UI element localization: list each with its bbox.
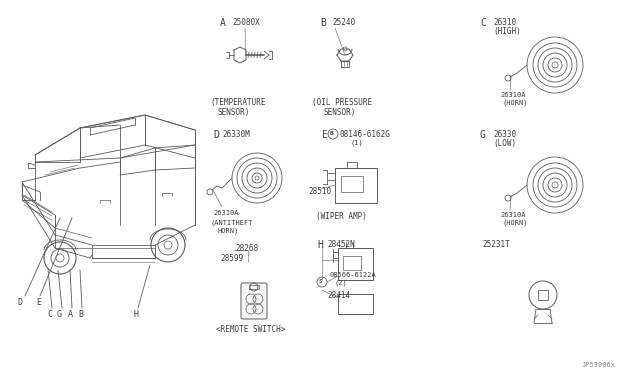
Text: (2): (2) bbox=[335, 280, 348, 286]
Bar bbox=[341, 176, 363, 192]
Text: (HORN): (HORN) bbox=[503, 220, 529, 227]
Text: (TEMPERATURE: (TEMPERATURE bbox=[210, 98, 266, 107]
Text: 26310A: 26310A bbox=[500, 92, 525, 98]
Text: (1): (1) bbox=[350, 140, 363, 147]
Text: 28268: 28268 bbox=[235, 244, 258, 253]
Text: 25240: 25240 bbox=[332, 18, 355, 27]
Text: G: G bbox=[57, 310, 62, 319]
Text: 25080X: 25080X bbox=[232, 18, 260, 27]
Text: (HIGH): (HIGH) bbox=[493, 27, 521, 36]
Text: 08566-6122A: 08566-6122A bbox=[330, 272, 377, 278]
Text: D: D bbox=[213, 130, 219, 140]
Text: 26330M: 26330M bbox=[222, 130, 250, 139]
Text: (WIPER AMP): (WIPER AMP) bbox=[316, 212, 367, 221]
Text: B: B bbox=[330, 131, 333, 136]
Text: 26310: 26310 bbox=[493, 18, 516, 27]
Text: 28599: 28599 bbox=[220, 254, 243, 263]
Text: E: E bbox=[36, 298, 41, 307]
Text: 08146-6162G: 08146-6162G bbox=[340, 130, 391, 139]
Text: A: A bbox=[68, 310, 73, 319]
FancyBboxPatch shape bbox=[241, 283, 267, 319]
Text: HORN): HORN) bbox=[218, 228, 239, 234]
Text: A: A bbox=[220, 18, 226, 28]
Text: G: G bbox=[480, 130, 486, 140]
Text: (HORN): (HORN) bbox=[503, 100, 529, 106]
Text: C: C bbox=[480, 18, 486, 28]
Text: B: B bbox=[78, 310, 83, 319]
Text: JP53006x: JP53006x bbox=[582, 362, 616, 368]
Bar bbox=[338, 294, 373, 314]
Text: 28510: 28510 bbox=[308, 187, 331, 196]
Text: (ANTITHEFT: (ANTITHEFT bbox=[211, 219, 253, 225]
Text: 28452N: 28452N bbox=[327, 240, 355, 249]
Text: <REMOTE SWITCH>: <REMOTE SWITCH> bbox=[216, 325, 285, 334]
Text: (OIL PRESSURE: (OIL PRESSURE bbox=[312, 98, 372, 107]
Text: B: B bbox=[320, 18, 326, 28]
Text: 26310A: 26310A bbox=[213, 210, 239, 216]
Text: 26330: 26330 bbox=[493, 130, 516, 139]
Text: SENSOR): SENSOR) bbox=[218, 108, 250, 117]
Text: C: C bbox=[47, 310, 52, 319]
Text: H: H bbox=[134, 310, 139, 319]
Text: 26310A: 26310A bbox=[500, 212, 525, 218]
Bar bbox=[538, 290, 548, 300]
Text: S: S bbox=[319, 279, 323, 284]
Bar bbox=[338, 248, 373, 280]
Text: 28414: 28414 bbox=[327, 291, 350, 300]
Text: (LOW): (LOW) bbox=[493, 139, 516, 148]
Bar bbox=[335, 168, 377, 203]
Text: E: E bbox=[321, 130, 327, 140]
Bar bbox=[343, 256, 361, 270]
Text: SENSOR): SENSOR) bbox=[323, 108, 355, 117]
Text: H: H bbox=[317, 240, 323, 250]
Text: D: D bbox=[18, 298, 23, 307]
Text: 25231T: 25231T bbox=[482, 240, 509, 249]
